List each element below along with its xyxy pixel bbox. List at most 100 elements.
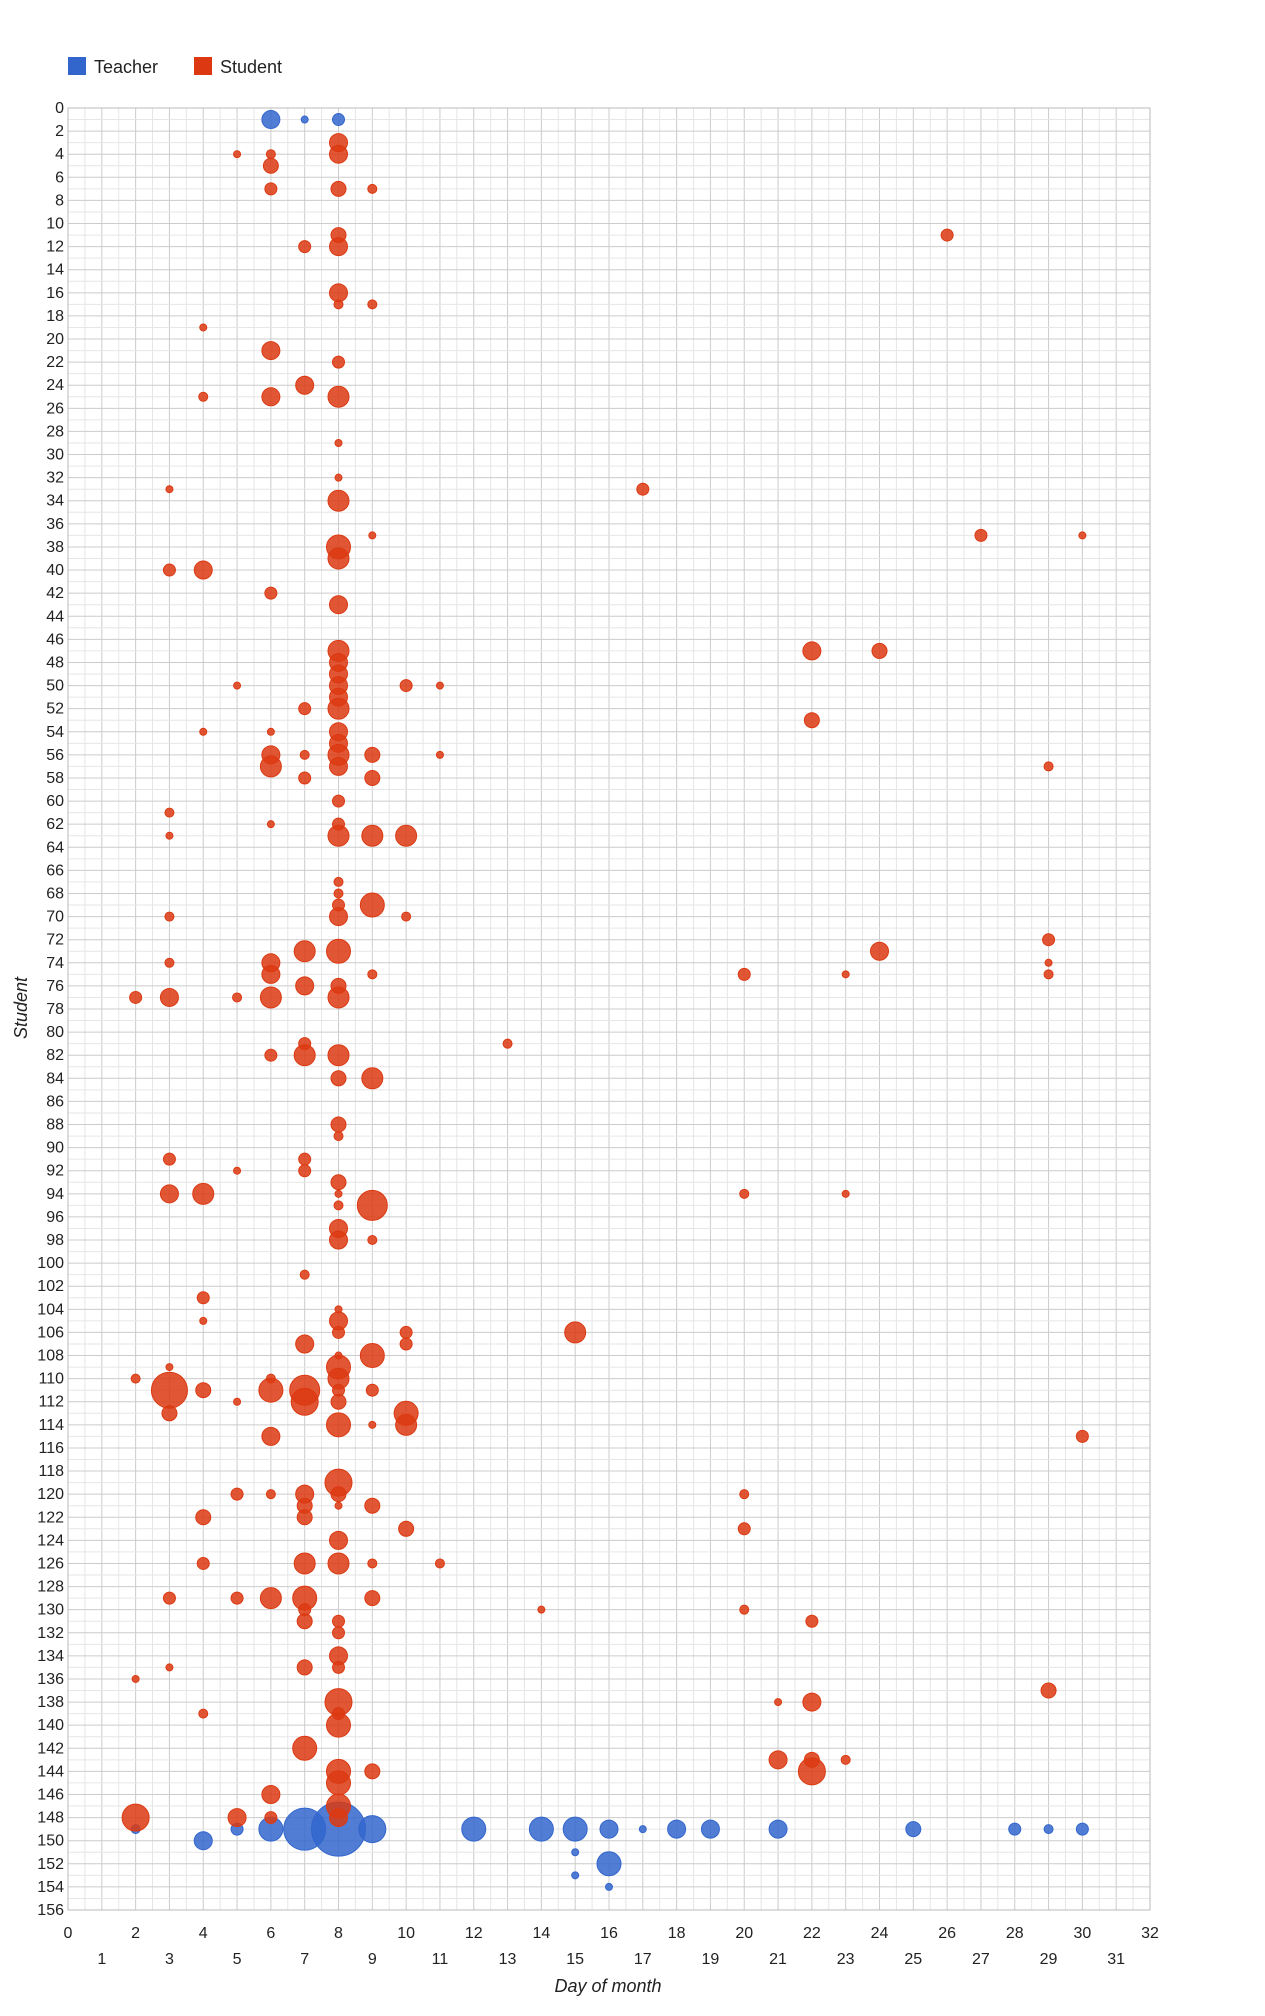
student-point bbox=[162, 563, 176, 577]
student-point bbox=[774, 1698, 783, 1707]
student-point bbox=[435, 750, 444, 759]
y-tick-label: 16 bbox=[46, 285, 64, 302]
student-point bbox=[164, 911, 175, 922]
student-point bbox=[361, 824, 384, 847]
student-point bbox=[258, 1377, 284, 1403]
legend-label: Student bbox=[220, 57, 282, 77]
student-point bbox=[265, 1489, 276, 1500]
student-point bbox=[295, 976, 315, 996]
y-tick-label: 70 bbox=[46, 909, 64, 926]
x-tick-label: 13 bbox=[499, 1951, 517, 1968]
x-tick-label: 2 bbox=[131, 1925, 140, 1942]
student-point bbox=[329, 1230, 348, 1250]
student-point bbox=[334, 473, 343, 482]
student-point bbox=[298, 771, 312, 785]
y-tick-label: 120 bbox=[37, 1486, 64, 1503]
teacher-point bbox=[193, 1831, 213, 1851]
student-point bbox=[259, 1587, 282, 1610]
x-tick-label: 18 bbox=[668, 1925, 686, 1942]
student-point bbox=[327, 824, 350, 847]
student-point bbox=[262, 157, 279, 174]
y-tick-label: 152 bbox=[37, 1856, 64, 1873]
student-point bbox=[329, 237, 348, 257]
student-point bbox=[395, 1413, 418, 1436]
teacher-point bbox=[461, 1816, 487, 1842]
y-tick-label: 40 bbox=[46, 562, 64, 579]
teacher-point bbox=[332, 113, 345, 127]
x-tick-label: 8 bbox=[334, 1925, 343, 1942]
student-point bbox=[233, 1397, 242, 1406]
y-tick-label: 28 bbox=[46, 423, 64, 440]
student-point bbox=[840, 1754, 851, 1765]
y-tick-label: 34 bbox=[46, 493, 64, 510]
student-point bbox=[261, 1426, 281, 1446]
y-tick-label: 20 bbox=[46, 331, 64, 348]
student-point bbox=[233, 150, 242, 159]
x-tick-label: 11 bbox=[432, 1951, 449, 1968]
student-point bbox=[290, 1387, 319, 1416]
y-tick-label: 50 bbox=[46, 678, 64, 695]
student-point bbox=[326, 938, 351, 964]
teacher-point bbox=[667, 1819, 687, 1839]
legend: Teacher Student bbox=[68, 57, 282, 77]
y-tick-label: 118 bbox=[38, 1463, 64, 1480]
student-point bbox=[165, 1363, 174, 1372]
y-tick-label: 104 bbox=[37, 1301, 64, 1318]
y-tick-label: 60 bbox=[46, 793, 64, 810]
y-tick-label: 48 bbox=[46, 654, 64, 671]
teacher-point bbox=[905, 1821, 922, 1838]
student-point bbox=[261, 964, 281, 984]
y-tick-label: 58 bbox=[46, 770, 64, 787]
y-tick-label: 22 bbox=[46, 354, 64, 371]
y-tick-label: 42 bbox=[46, 585, 64, 602]
student-point bbox=[332, 1626, 345, 1640]
student-point bbox=[330, 1174, 347, 1191]
teacher-point bbox=[300, 115, 309, 124]
teacher-point bbox=[358, 1815, 387, 1844]
student-point bbox=[802, 641, 822, 661]
y-tick-label: 148 bbox=[37, 1810, 64, 1827]
student-point bbox=[332, 794, 345, 808]
student-point bbox=[1043, 761, 1054, 772]
student-point bbox=[233, 1166, 242, 1175]
student-point bbox=[1043, 969, 1054, 980]
student-point bbox=[298, 1152, 312, 1166]
student-point bbox=[298, 240, 312, 254]
y-tick-label: 112 bbox=[38, 1394, 64, 1411]
y-tick-label: 88 bbox=[46, 1117, 64, 1134]
student-point bbox=[159, 1184, 179, 1204]
y-axis-ticks: 0246810121416182022242628303234363840424… bbox=[37, 100, 64, 1919]
student-point bbox=[434, 1558, 445, 1569]
student-point bbox=[398, 1520, 415, 1537]
student-point bbox=[330, 1070, 347, 1087]
y-tick-label: 98 bbox=[46, 1232, 64, 1249]
teacher-point bbox=[768, 1819, 788, 1839]
x-tick-label: 27 bbox=[972, 1951, 990, 1968]
student-point bbox=[329, 756, 348, 776]
teacher-point bbox=[1008, 1822, 1022, 1836]
teacher-point bbox=[571, 1871, 580, 1880]
student-point bbox=[129, 990, 143, 1004]
student-point bbox=[359, 1343, 385, 1369]
grid bbox=[67, 107, 1151, 1911]
student-point bbox=[295, 1334, 315, 1354]
student-point bbox=[329, 1530, 348, 1550]
student-point bbox=[768, 1750, 788, 1770]
y-axis-title: Student bbox=[11, 976, 31, 1039]
student-point bbox=[150, 1371, 188, 1409]
student-point bbox=[162, 1591, 176, 1605]
student-point bbox=[327, 489, 350, 512]
y-tick-label: 10 bbox=[46, 216, 64, 233]
y-tick-label: 82 bbox=[46, 1047, 64, 1064]
y-tick-label: 90 bbox=[46, 1140, 64, 1157]
student-point bbox=[192, 1182, 215, 1205]
student-point bbox=[871, 642, 888, 659]
student-point bbox=[264, 182, 278, 196]
student-point bbox=[332, 1614, 345, 1628]
student-point bbox=[399, 1325, 413, 1339]
student-point bbox=[230, 1487, 244, 1501]
teacher-point bbox=[596, 1851, 622, 1877]
student-point bbox=[196, 1291, 210, 1305]
legend-swatch bbox=[68, 57, 86, 75]
teacher-point bbox=[700, 1819, 720, 1839]
